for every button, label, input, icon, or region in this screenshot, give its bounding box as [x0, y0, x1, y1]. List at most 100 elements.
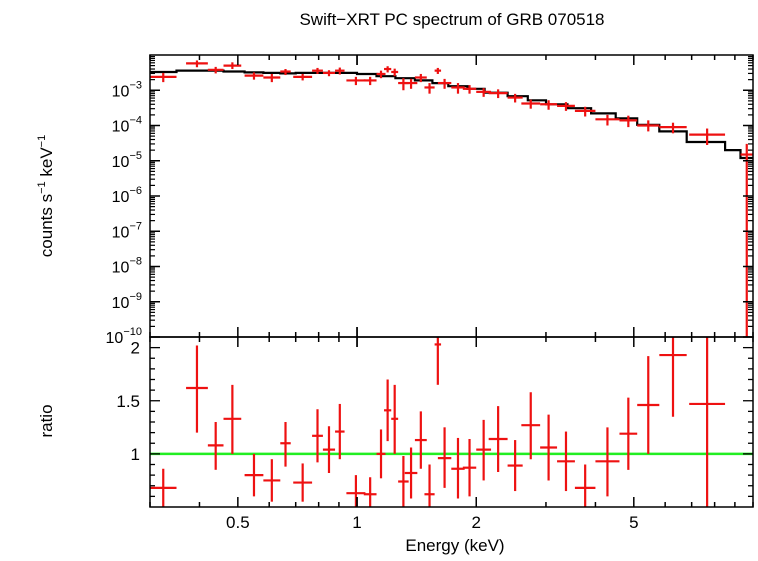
- ratio-y-tick-label: 1.5: [116, 392, 140, 411]
- spectrum-point-3: [223, 62, 242, 70]
- spectrum-point-32: [619, 115, 638, 128]
- spectrum-point-23: [462, 85, 477, 94]
- ratio-point-0: [150, 468, 177, 507]
- ratio-point-9: [322, 426, 336, 473]
- x-axis-label: Energy (keV): [405, 536, 504, 555]
- ratio-point-35: [689, 337, 726, 507]
- ratio-point-16: [398, 456, 409, 507]
- spectrum-point-27: [521, 99, 541, 109]
- spectrum-point-5: [263, 73, 281, 83]
- chart-title: Swift−XRT PC spectrum of GRB 070518: [299, 10, 604, 29]
- spectrum-point-21: [437, 78, 452, 89]
- spectrum-marks: [150, 60, 753, 337]
- spectrum-point-35: [689, 128, 726, 145]
- ratio-point-17: [404, 447, 418, 499]
- spectrum-point-4: [244, 72, 264, 80]
- spectrum-point-26: [507, 93, 523, 103]
- ratio-point-20: [434, 337, 442, 385]
- spectrum-point-9: [322, 70, 336, 77]
- ratio-panel-frame: [149, 336, 754, 508]
- ratio-point-24: [476, 419, 492, 481]
- spectrum-point-6: [280, 69, 291, 76]
- ratio-point-1: [186, 345, 208, 433]
- ratio-point-12: [363, 477, 377, 507]
- spectrum-point-14: [384, 66, 392, 73]
- spectrum-point-0: [150, 72, 177, 83]
- y-tick-label: 10−10: [106, 326, 142, 347]
- axes-layer: 0.5 1 2 5 10−3 10−4 10−5 10−6 10−7 10−8 10−9 10−10 1…: [106, 54, 754, 532]
- ratio-point-7: [293, 463, 313, 502]
- spectrum-point-28: [540, 100, 558, 110]
- ratio-point-8: [312, 409, 323, 463]
- ratio-point-5: [263, 459, 281, 502]
- model-step-line: [150, 69, 753, 160]
- ratio-point-31: [595, 427, 620, 497]
- ratio-marks: [150, 337, 753, 507]
- ratio-point-33: [637, 356, 660, 454]
- x-tick-label: 0.5: [226, 513, 250, 532]
- spectrum-point-16: [398, 78, 409, 91]
- ratio-point-15: [391, 384, 399, 454]
- y-tick-label: 10−5: [112, 150, 142, 171]
- y-label-mid: keV: [37, 147, 56, 182]
- y-label-base: counts s: [37, 194, 56, 257]
- y-axis-label-spectrum: counts s−1 keV−1: [36, 135, 56, 257]
- spectrum-point-19: [424, 83, 435, 94]
- ratio-point-10: [335, 403, 345, 460]
- ratio-point-2: [207, 422, 224, 470]
- ratio-point-13: [376, 429, 386, 479]
- y-tick-label: 10−7: [112, 220, 142, 241]
- spectrum-point-15: [391, 68, 399, 77]
- y-tick-label: 10−3: [112, 79, 142, 100]
- ratio-point-3: [223, 384, 242, 454]
- ratio-point-28: [540, 414, 558, 481]
- spectrum-point-24: [476, 88, 492, 97]
- x-tick-label: 2: [472, 513, 481, 532]
- spectrum-point-33: [637, 120, 660, 132]
- ratio-point-22: [451, 437, 465, 499]
- ratio-point-6: [280, 422, 291, 467]
- spectrum-point-20: [434, 67, 442, 74]
- spectrum-point-17: [404, 78, 418, 89]
- ratio-point-18: [414, 411, 427, 469]
- spectrum-point-31: [595, 114, 620, 126]
- spectrum-point-30: [574, 106, 596, 117]
- y-tick-label: 10−8: [112, 256, 142, 277]
- spectrum-point-13: [376, 70, 386, 79]
- spectrum-point-29: [557, 102, 575, 111]
- ratio-point-26: [507, 440, 523, 492]
- ratio-y-tick-label: 2: [131, 339, 140, 358]
- spectrum-point-36: [740, 143, 753, 337]
- ratio-point-30: [574, 464, 596, 507]
- spectrum-point-7: [293, 73, 313, 81]
- ratio-point-4: [244, 453, 264, 497]
- spectrum-point-34: [659, 122, 687, 134]
- spectrum-point-2: [207, 66, 224, 74]
- ratio-point-25: [488, 406, 508, 472]
- ratio-point-34: [659, 337, 687, 417]
- x-tick-label: 1: [352, 513, 361, 532]
- ratio-point-32: [619, 397, 638, 470]
- ratio-point-14: [384, 379, 392, 442]
- x-tick-label: 5: [629, 513, 638, 532]
- y-tick-label: 10−4: [112, 115, 142, 136]
- y-tick-label: 10−9: [112, 291, 142, 312]
- spectrum-point-1: [186, 60, 208, 68]
- ratio-point-21: [437, 427, 452, 488]
- spectrum-point-12: [363, 76, 377, 86]
- ratio-point-29: [557, 431, 575, 492]
- spectrum-point-18: [414, 73, 427, 83]
- y-tick-label: 10−6: [112, 185, 142, 206]
- spectrum-point-10: [335, 67, 345, 75]
- ratio-point-23: [462, 439, 477, 497]
- spectrum-point-25: [488, 89, 508, 99]
- ratio-point-27: [521, 392, 541, 460]
- y-axis-label-ratio: ratio: [37, 404, 56, 437]
- spectrum-point-22: [451, 83, 465, 94]
- spectrum-point-8: [312, 67, 323, 74]
- spectrum-point-11: [346, 76, 366, 86]
- ratio-point-11: [346, 475, 366, 507]
- spectrum-panel-frame: [149, 54, 754, 338]
